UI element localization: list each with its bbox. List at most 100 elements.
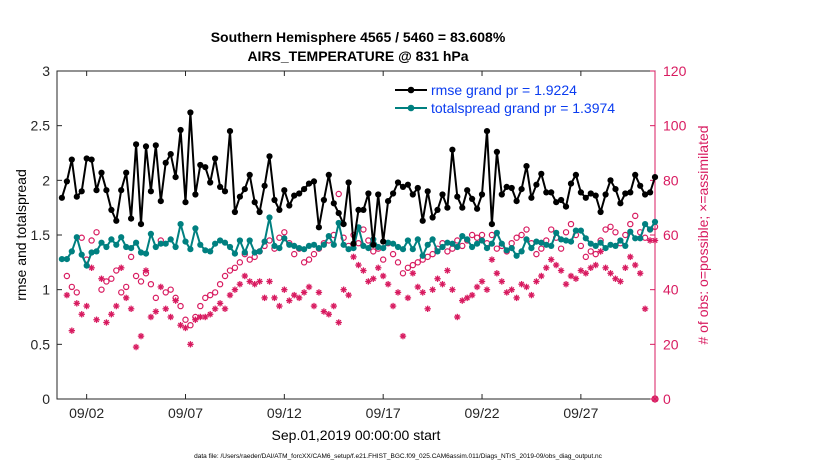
obs-possible-point [622,231,629,239]
obs-possible-point [404,264,412,271]
obs-assimilated-point [404,294,412,302]
rmse-point [409,191,416,198]
totalspread-point [503,247,510,254]
rmse-point [360,206,367,213]
obs-assimilated-point [394,289,402,296]
legend: rmse grand pr = 1.9224 totalspread grand… [390,79,646,119]
obs-assimilated-stroke [133,344,139,350]
totalspread-series [58,214,659,269]
rmse-point [528,194,535,201]
obs-assimilated-point [147,313,155,321]
obs-assimilated-point [375,264,382,271]
totalspread-point [538,239,545,246]
obs-assimilated-point [572,275,580,282]
totalspread-point [567,238,575,245]
obs-assimilated-stroke [306,284,312,290]
obs-assimilated-stroke [350,254,357,260]
x-tick-label: 09/07 [168,405,203,421]
rmse-point [562,203,570,210]
totalspread-point [434,248,441,255]
rmse-point [567,180,575,187]
totalspread-point [133,239,140,246]
obs-assimilated-point [73,300,80,307]
totalspread-point [528,245,535,252]
obs-assimilated-stroke [499,278,505,285]
obs-assimilated-stroke [647,237,653,244]
totalspread-point [83,262,90,269]
totalspread-point [642,221,649,228]
obs-assimilated-point [266,278,273,285]
obs-assimilated-stroke [637,270,643,276]
totalspread-point [577,227,585,234]
obs-possible-point [167,286,174,293]
obs-assimilated-point [632,261,639,269]
totalspread-point [632,235,639,242]
obs-assimilated-point [88,264,95,271]
rmse-point [449,146,456,153]
obs-assimilated-stroke [420,289,426,296]
obs-assimilated-point [246,278,253,285]
obs-possible-point [73,289,80,296]
obs-possible-point [93,229,100,236]
obs-assimilated-point [122,294,130,302]
obs-assimilated-stroke [291,292,297,298]
rmse-point [459,204,466,211]
obs-assimilated-point [399,332,407,340]
obs-assimilated-point [478,278,486,285]
rmse-point [587,190,594,197]
rmse-point [365,190,372,197]
y-right-tick-label: 60 [663,227,679,243]
obs-assimilated-stroke [202,314,208,320]
obs-assimilated-stroke [439,281,446,287]
totalspread-point [350,245,357,252]
obs-assimilated-stroke [444,267,451,274]
obs-assimilated-point [202,313,209,321]
totalspread-point [281,235,288,242]
obs-assimilated-point [552,261,560,269]
obs-assimilated-stroke [400,333,406,339]
obs-assimilated-point [182,324,189,332]
obs-assimilated-stroke [429,286,436,293]
obs-assimilated-point [335,319,342,326]
obs-assimilated-stroke [148,314,154,320]
obs-assimilated-point [137,332,145,340]
y-right-tick-label: 20 [663,336,679,352]
rmse-point [241,186,248,193]
rmse-point [414,184,421,192]
obs-possible-point [103,278,110,285]
totalspread-point [429,236,436,243]
totalspread-point [637,235,644,242]
obs-assimilated-stroke [207,311,213,317]
totalspread-point [464,236,471,243]
rmse-point [385,198,392,205]
totalspread-point [266,214,273,221]
rmse-point [276,206,283,213]
rmse-point [192,191,199,198]
obs-possible-point [399,270,407,277]
totalspread-point [449,240,456,247]
totalspread-point [207,248,214,255]
obs-assimilated-point [241,272,249,280]
rmse-point [454,193,461,200]
rmse-point [93,187,100,194]
obs-assimilated-stroke [405,295,411,301]
obs-possible-point [118,289,125,296]
obs-possible-point [137,278,145,285]
rmse-point [108,206,115,213]
obs-assimilated-stroke [83,303,90,309]
obs-possible-point [187,322,194,329]
obs-assimilated-point [409,270,417,277]
obs-assimilated-stroke [103,319,110,326]
obs-assimilated-stroke [64,292,70,298]
obs-assimilated-stroke [340,286,347,293]
obs-possible-point [132,272,140,280]
rmse-point [98,169,105,176]
obs-assimilated-stroke [424,306,431,312]
obs-assimilated-point [78,311,85,318]
rmse-point [142,143,150,150]
obs-assimilated-stroke [74,300,80,307]
rmse-point [375,191,382,198]
obs-assimilated-point [424,305,431,312]
totalspread-point [375,243,382,251]
obs-assimilated-stroke [69,327,75,334]
